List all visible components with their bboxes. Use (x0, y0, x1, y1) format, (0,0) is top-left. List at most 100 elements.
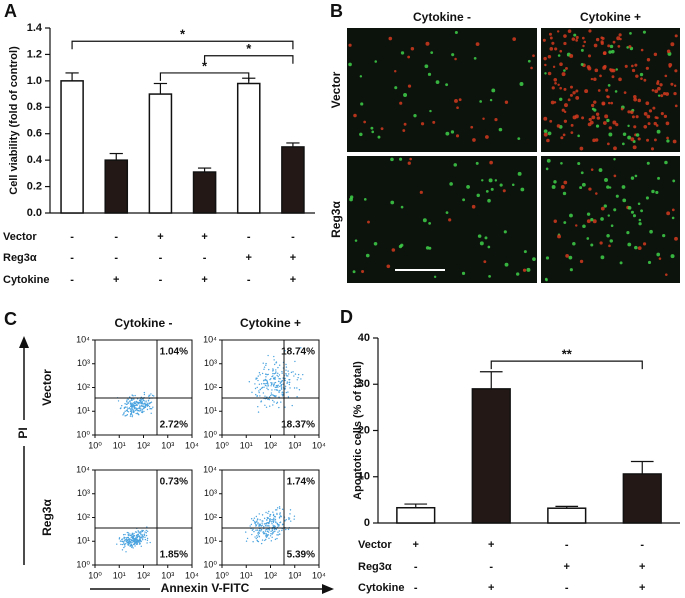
condition-sign: + (246, 252, 252, 264)
condition-sign: + (201, 231, 207, 243)
cell-dot (359, 75, 363, 78)
cell-dot (608, 50, 612, 54)
x-tick-label: 10⁴ (185, 440, 199, 450)
cell-dot (630, 176, 635, 180)
flow-dot (125, 414, 127, 417)
cell-dot (567, 29, 572, 33)
flow-dot (274, 381, 277, 384)
cell-dot (607, 101, 611, 105)
flow-dot (140, 533, 142, 535)
flow-dot (135, 543, 138, 545)
cell-dot (472, 138, 476, 142)
cell-dot (479, 241, 484, 246)
flow-dot (255, 529, 257, 531)
flow-dot (134, 545, 136, 547)
cell-dot (424, 64, 429, 69)
cell-dot (433, 275, 437, 279)
flow-dot (140, 540, 142, 542)
flow-dot (272, 372, 274, 375)
cell-dot (563, 34, 567, 38)
flow-dot (281, 370, 283, 373)
flow-dot (138, 402, 140, 405)
cell-dot (631, 115, 635, 119)
flow-dot (278, 516, 281, 519)
flow-dot (135, 542, 138, 544)
flow-dot (127, 532, 130, 534)
quadrant-percent: 18.37% (281, 420, 315, 431)
flow-dot (139, 399, 141, 401)
flow-dot (272, 375, 274, 377)
flow-dot (251, 391, 253, 394)
flow-dot (253, 517, 256, 519)
flow-dot (139, 536, 141, 538)
cell-dot (637, 137, 641, 141)
flow-dot (128, 407, 131, 409)
flow-dot (266, 379, 268, 382)
cell-dot (563, 69, 566, 72)
flow-dot (126, 536, 129, 539)
flow-dot (261, 524, 264, 526)
cell-dot (571, 37, 576, 41)
cell-dot (621, 142, 625, 146)
flow-dot (263, 526, 265, 528)
cell-dot (593, 108, 597, 112)
cell-dot (600, 217, 604, 221)
flow-dot (127, 411, 130, 413)
x-tick-label: 10² (264, 570, 277, 580)
flow-dot (259, 374, 261, 376)
row-label: Vector (40, 369, 54, 406)
cell-dot (626, 46, 630, 49)
flow-dot (130, 543, 133, 546)
y-tick-label: 0.8 (27, 101, 42, 113)
flow-dot (275, 371, 277, 373)
flow-dot (121, 405, 123, 407)
cell-dot (432, 120, 436, 124)
flow-dot (144, 538, 147, 541)
flow-dot (266, 530, 269, 533)
x-tick-label: 10¹ (240, 570, 253, 580)
flow-dot (131, 536, 134, 538)
flow-dot (129, 400, 131, 402)
flow-dot (258, 372, 261, 374)
cell-dot (554, 81, 557, 85)
y-tick-label: 10¹ (204, 536, 217, 546)
flow-dot (257, 379, 259, 382)
flow-dot (272, 518, 274, 521)
cell-dot (646, 58, 651, 62)
condition-label: Reg3α (3, 252, 37, 264)
flow-dot (287, 528, 290, 531)
flow-dot (125, 540, 128, 543)
flow-dot (132, 541, 134, 543)
cell-dot (613, 146, 617, 151)
flow-dot (118, 537, 121, 539)
flow-dot (246, 537, 249, 540)
cell-dot (348, 43, 352, 47)
flow-dot (280, 387, 283, 389)
cell-dot (556, 30, 560, 33)
micrograph (347, 156, 537, 283)
cell-dot (640, 77, 643, 80)
cell-dot (485, 190, 489, 193)
cell-dot (635, 133, 640, 137)
cell-dot (545, 167, 549, 171)
flow-dot (280, 401, 282, 403)
flow-dot (279, 382, 281, 385)
significance-label: ** (562, 347, 573, 362)
bar (471, 388, 511, 524)
flow-dot (137, 409, 140, 412)
flow-dot (264, 384, 267, 387)
flow-dot (278, 374, 281, 376)
flow-dot (269, 519, 271, 522)
flow-dot (138, 407, 141, 410)
flow-dot (132, 395, 134, 397)
flow-dot (264, 530, 267, 532)
flow-dot (259, 519, 261, 521)
flow-dot (296, 396, 298, 398)
cell-dot (449, 182, 453, 186)
cell-dot (634, 174, 638, 178)
significance-bracket (159, 72, 250, 81)
flow-dot (290, 371, 293, 374)
cell-dot (630, 110, 634, 115)
cell-dot (490, 187, 494, 191)
flow-dot (131, 546, 133, 549)
